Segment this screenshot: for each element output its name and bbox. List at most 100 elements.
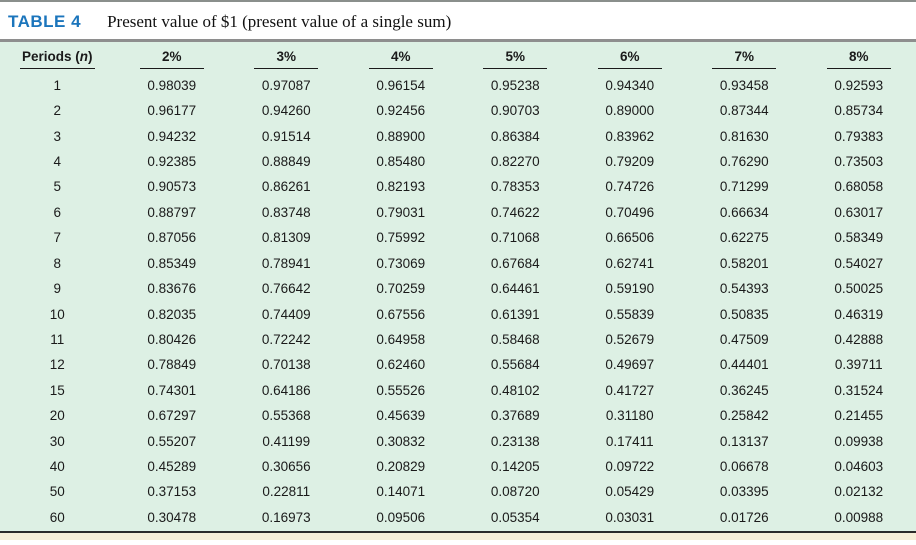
table-description: Present value of $1 (present value of a …: [107, 11, 452, 31]
rate-header-label: 4%: [368, 46, 433, 69]
value-cell: 0.83748: [261, 204, 311, 220]
value-cell: 0.09938: [834, 433, 884, 449]
value-cell: 0.36245: [719, 382, 769, 398]
value-cell: 0.85349: [147, 255, 197, 271]
value-cell: 0.80426: [147, 331, 197, 347]
value-cell: 0.50025: [834, 281, 884, 297]
period-cell: 60: [49, 510, 65, 526]
value-cell: 0.96154: [376, 77, 426, 93]
period-cell: 3: [53, 128, 61, 144]
table-row: 3 0.94232 0.91514 0.88900 0.86384 0.83962 0.81…: [0, 123, 916, 148]
value-cell: 0.66634: [719, 204, 769, 220]
value-cell: 0.30832: [376, 433, 426, 449]
rate-header-label: 7%: [712, 46, 777, 69]
value-cell: 0.55684: [490, 357, 540, 373]
value-cell: 0.66506: [605, 230, 655, 246]
value-cell: 0.08720: [490, 484, 540, 500]
value-cell: 0.16973: [261, 510, 311, 526]
value-cell: 0.31524: [834, 382, 884, 398]
value-cell: 0.87344: [719, 103, 769, 119]
value-cell: 0.75992: [376, 230, 426, 246]
value-cell: 0.89000: [605, 103, 655, 119]
header-rate: 3%: [229, 41, 344, 73]
value-cell: 0.79383: [834, 128, 884, 144]
value-cell: 0.25842: [719, 408, 769, 424]
header-row: Periods (n) 2% 3% 4% 5% 6% 7% 8%: [0, 41, 916, 73]
value-cell: 0.91514: [261, 128, 311, 144]
value-cell: 0.92456: [376, 103, 426, 119]
value-cell: 0.71299: [719, 179, 769, 195]
value-cell: 0.17411: [605, 433, 654, 449]
value-cell: 0.92593: [834, 77, 884, 93]
value-cell: 0.09506: [376, 510, 426, 526]
value-cell: 0.70496: [605, 204, 655, 220]
table-number-label: TABLE 4: [8, 11, 82, 31]
value-cell: 0.63017: [834, 204, 884, 220]
value-cell: 0.55207: [147, 433, 197, 449]
value-cell: 0.47509: [719, 331, 769, 347]
period-cell: 15: [49, 382, 65, 398]
value-cell: 0.58201: [719, 255, 769, 271]
header-rate: 8%: [802, 41, 916, 73]
value-cell: 0.06678: [719, 459, 769, 475]
value-cell: 0.74622: [490, 204, 540, 220]
value-cell: 0.00988: [834, 510, 884, 526]
table-row: 12 0.78849 0.70138 0.62460 0.55684 0.49697 0.4…: [0, 352, 916, 377]
value-cell: 0.13137: [719, 433, 769, 449]
value-cell: 0.14205: [490, 459, 540, 475]
value-cell: 0.74409: [261, 306, 311, 322]
period-cell: 50: [49, 484, 65, 500]
table-row: 4 0.92385 0.88849 0.85480 0.82270 0.79209 0.76…: [0, 149, 916, 174]
period-cell: 4: [53, 153, 61, 169]
value-cell: 0.72242: [261, 331, 311, 347]
page-top-rule: [0, 0, 916, 2]
value-cell: 0.87056: [147, 230, 197, 246]
table-row: 9 0.83676 0.76642 0.70259 0.64461 0.59190 0.54…: [0, 276, 916, 301]
value-cell: 0.45289: [147, 459, 197, 475]
value-cell: 0.52679: [605, 331, 655, 347]
value-cell: 0.03395: [719, 484, 769, 500]
table-row: 60 0.30478 0.16973 0.09506 0.05354 0.03031 0.0…: [0, 505, 916, 532]
value-cell: 0.70138: [261, 357, 311, 373]
period-cell: 9: [53, 281, 61, 297]
rate-header-label: 2%: [139, 46, 204, 69]
value-cell: 0.76642: [261, 281, 311, 297]
value-cell: 0.70259: [376, 281, 426, 297]
period-cell: 5: [53, 179, 61, 195]
period-cell: 6: [53, 204, 61, 220]
header-periods: Periods (n): [0, 41, 115, 73]
value-cell: 0.83676: [147, 281, 197, 297]
value-cell: 0.64186: [261, 382, 311, 398]
value-cell: 0.59190: [605, 281, 655, 297]
rate-header-label: 6%: [597, 46, 662, 69]
value-cell: 0.62460: [376, 357, 426, 373]
value-cell: 0.90703: [490, 103, 540, 119]
value-cell: 0.37153: [147, 484, 197, 500]
value-cell: 0.58349: [834, 230, 884, 246]
value-cell: 0.73069: [376, 255, 426, 271]
table-row: 15 0.74301 0.64186 0.55526 0.48102 0.41727 0.3…: [0, 378, 916, 403]
period-cell: 40: [49, 459, 65, 475]
value-cell: 0.23138: [490, 433, 540, 449]
periods-header-label: Periods (n): [19, 46, 95, 69]
value-cell: 0.02132: [834, 484, 884, 500]
value-cell: 0.83962: [605, 128, 655, 144]
value-cell: 0.81309: [261, 230, 311, 246]
value-cell: 0.05354: [490, 510, 540, 526]
value-cell: 0.88900: [376, 128, 426, 144]
table-row: 2 0.96177 0.94260 0.92456 0.90703 0.89000 0.87…: [0, 98, 916, 123]
table-row: 8 0.85349 0.78941 0.73069 0.67684 0.62741 0.58…: [0, 250, 916, 275]
header-rate: 2%: [115, 41, 230, 73]
value-cell: 0.88797: [147, 204, 197, 220]
rate-header-label: 5%: [483, 46, 548, 69]
value-cell: 0.46319: [834, 306, 884, 322]
value-cell: 0.82270: [490, 153, 540, 169]
table-row: 5 0.90573 0.86261 0.82193 0.78353 0.74726 0.71…: [0, 174, 916, 199]
value-cell: 0.90573: [147, 179, 197, 195]
value-cell: 0.78353: [490, 179, 540, 195]
value-cell: 0.94340: [605, 77, 655, 93]
value-cell: 0.64958: [376, 331, 426, 347]
table-row: 10 0.82035 0.74409 0.67556 0.61391 0.55839 0.5…: [0, 301, 916, 326]
table-row: 1 0.98039 0.97087 0.96154 0.95238 0.94340 0.93…: [0, 73, 916, 98]
value-cell: 0.09722: [605, 459, 655, 475]
